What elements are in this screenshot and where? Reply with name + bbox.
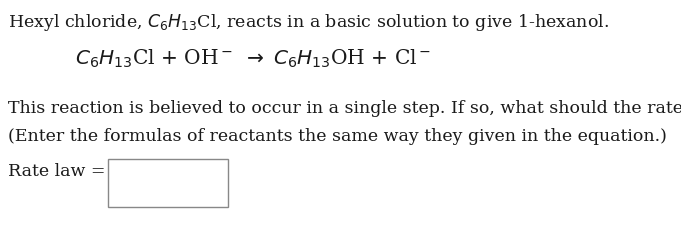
Text: (Enter the formulas of reactants the same way they given in the equation.): (Enter the formulas of reactants the sam… xyxy=(8,128,667,144)
Text: $\mathit{C}_6\mathit{H}_{13}$Cl + OH$^-$ $\rightarrow$ $\mathit{C}_6\mathit{H}_{: $\mathit{C}_6\mathit{H}_{13}$Cl + OH$^-$… xyxy=(75,48,431,70)
Text: Rate law =: Rate law = xyxy=(8,162,106,179)
Text: This reaction is believed to occur in a single step. If so, what should the rate: This reaction is believed to occur in a … xyxy=(8,100,681,117)
Bar xyxy=(108,159,228,207)
Text: Hexyl chloride, $\mathit{C}_6\mathit{H}_{13}$Cl, reacts in a basic solution to g: Hexyl chloride, $\mathit{C}_6\mathit{H}_… xyxy=(8,12,609,33)
